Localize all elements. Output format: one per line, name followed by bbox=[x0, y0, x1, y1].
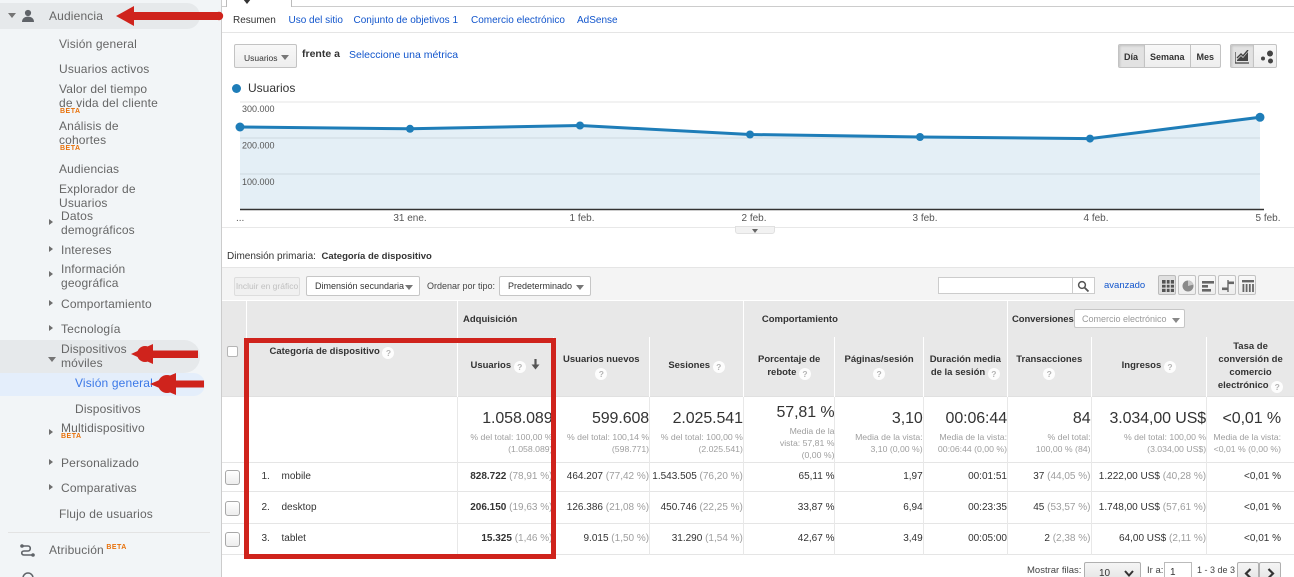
svg-text:4 feb.: 4 feb. bbox=[1083, 213, 1108, 224]
svg-text:300.000: 300.000 bbox=[242, 104, 275, 114]
svg-text:31 ene.: 31 ene. bbox=[393, 213, 426, 224]
svg-text:5 feb.: 5 feb. bbox=[1255, 213, 1280, 224]
svg-text:3 feb.: 3 feb. bbox=[912, 213, 937, 224]
svg-text:200.000: 200.000 bbox=[242, 141, 275, 151]
svg-text:2 feb.: 2 feb. bbox=[741, 213, 766, 224]
svg-text:100.000: 100.000 bbox=[242, 177, 275, 187]
svg-text:...: ... bbox=[236, 213, 244, 224]
svg-text:1 feb.: 1 feb. bbox=[569, 213, 594, 224]
